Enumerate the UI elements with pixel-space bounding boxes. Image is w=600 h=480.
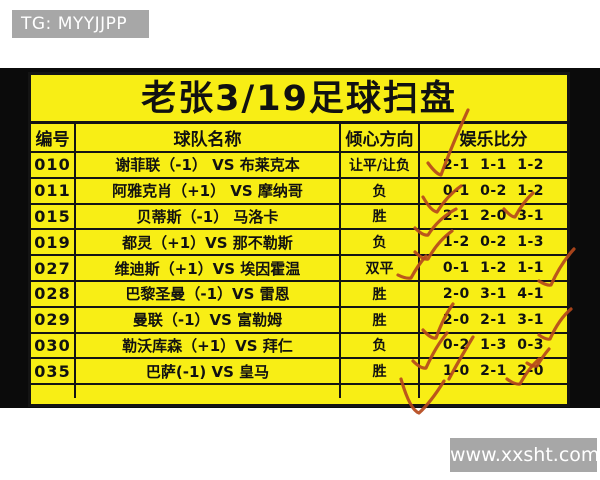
- cell-match: 都灵（+1）VS 那不勒斯: [76, 230, 341, 255]
- header-direction: 倾心方向: [341, 124, 420, 151]
- cell-match: 维迪斯（+1）VS 埃因霍温: [76, 256, 341, 280]
- empty-row: [31, 385, 567, 399]
- table-row: 019 都灵（+1）VS 那不勒斯负 1-2 0-2 1-3: [31, 230, 567, 257]
- photo-background: 老张3/19足球扫盘 编号 球队名称 倾心方向 娱乐比分 010 谢菲联（-1） …: [0, 68, 600, 408]
- table-title: 老张3/19足球扫盘: [31, 75, 567, 124]
- cell-scores: 0-1 1-2 1-1: [442, 260, 545, 277]
- cell-direction: 负: [341, 333, 420, 358]
- table-row: 029 曼联（-1）VS 富勒姆胜 2-0 2-1 3-1: [31, 307, 567, 334]
- header-score: 娱乐比分: [459, 130, 528, 150]
- header-team-name: 球队名称: [76, 124, 341, 151]
- cell-id: 019: [31, 230, 76, 255]
- table-row: 015 贝蒂斯（-1） 马洛卡胜 2-1 2-0 3-1: [31, 204, 567, 231]
- cell-id: 027: [31, 256, 76, 280]
- empty-cell: [31, 385, 76, 399]
- cell-scores: 2-1 1-1 1-2: [442, 156, 545, 173]
- cell-direction: 胜: [341, 307, 420, 332]
- table-row: 011 阿雅克肖（+1） VS 摩纳哥负 0-1 0-2 1-2: [31, 178, 567, 205]
- cell-match: 曼联（-1）VS 富勒姆: [76, 307, 341, 332]
- cell-id: 030: [31, 333, 76, 358]
- website-watermark: www.xxsht.com: [450, 438, 597, 472]
- cell-id: 035: [31, 359, 76, 384]
- cell-id: 010: [31, 153, 76, 177]
- table-row: 035 巴萨(-1) VS 皇马胜 1-0 2-1 2-0: [31, 359, 567, 386]
- table-row: 027 维迪斯（+1）VS 埃因霍温 双平 0-1 1-2 1-1: [31, 256, 567, 282]
- header-number: 编号: [31, 124, 76, 151]
- telegram-watermark: TG: MYYJJPP: [12, 10, 149, 38]
- cell-scores: 2-1 2-0 3-1: [442, 208, 545, 225]
- cell-id: 029: [31, 307, 76, 332]
- cell-scores: 0-2 1-3 0-3: [442, 337, 545, 354]
- cell-id: 011: [31, 178, 76, 203]
- cell-scores: 2-0 3-1 4-1: [442, 285, 545, 302]
- table-header-row: 编号 球队名称 倾心方向 娱乐比分: [31, 124, 567, 153]
- cell-match: 阿雅克肖（+1） VS 摩纳哥: [76, 178, 341, 203]
- cell-id: 015: [31, 204, 76, 229]
- cell-match: 勒沃库森（+1）VS 拜仁: [76, 333, 341, 358]
- cell-match: 巴萨(-1) VS 皇马: [76, 359, 341, 384]
- empty-cell: [420, 385, 567, 398]
- cell-direction: 让平/让负: [341, 153, 420, 177]
- prediction-table: 老张3/19足球扫盘 编号 球队名称 倾心方向 娱乐比分 010 谢菲联（-1） …: [28, 72, 570, 407]
- cell-match: 巴黎圣曼（-1）VS 雷恩: [76, 281, 341, 306]
- cell-scores: 1-2 0-2 1-3: [442, 234, 545, 251]
- cell-direction: 胜: [341, 281, 420, 306]
- cell-match: 贝蒂斯（-1） 马洛卡: [76, 204, 341, 229]
- cell-scores: 2-0 2-1 3-1: [442, 311, 545, 328]
- table-row: 028 巴黎圣曼（-1）VS 雷恩胜 2-0 3-1 4-1: [31, 281, 567, 308]
- cell-direction: 胜: [341, 359, 420, 384]
- cell-direction: 负: [341, 178, 420, 203]
- cell-scores: 0-1 0-2 1-2: [442, 182, 545, 199]
- cell-id: 028: [31, 281, 76, 306]
- cell-scores: 1-0 2-1 2-0: [442, 363, 545, 380]
- cell-direction: 胜: [341, 204, 420, 229]
- table-body: 010 谢菲联（-1） VS 布莱克本 让平/让负 2-1 1-1 1-2 011 阿雅克…: [31, 153, 567, 386]
- empty-cell: [76, 385, 341, 399]
- empty-cell: [341, 385, 420, 399]
- cell-direction: 负: [341, 230, 420, 255]
- cell-match: 谢菲联（-1） VS 布莱克本: [76, 153, 341, 177]
- table-row: 010 谢菲联（-1） VS 布莱克本 让平/让负 2-1 1-1 1-2: [31, 153, 567, 179]
- cell-direction: 双平: [341, 256, 420, 280]
- table-row: 030 勒沃库森（+1）VS 拜仁负 0-2 1-3 0-3: [31, 333, 567, 360]
